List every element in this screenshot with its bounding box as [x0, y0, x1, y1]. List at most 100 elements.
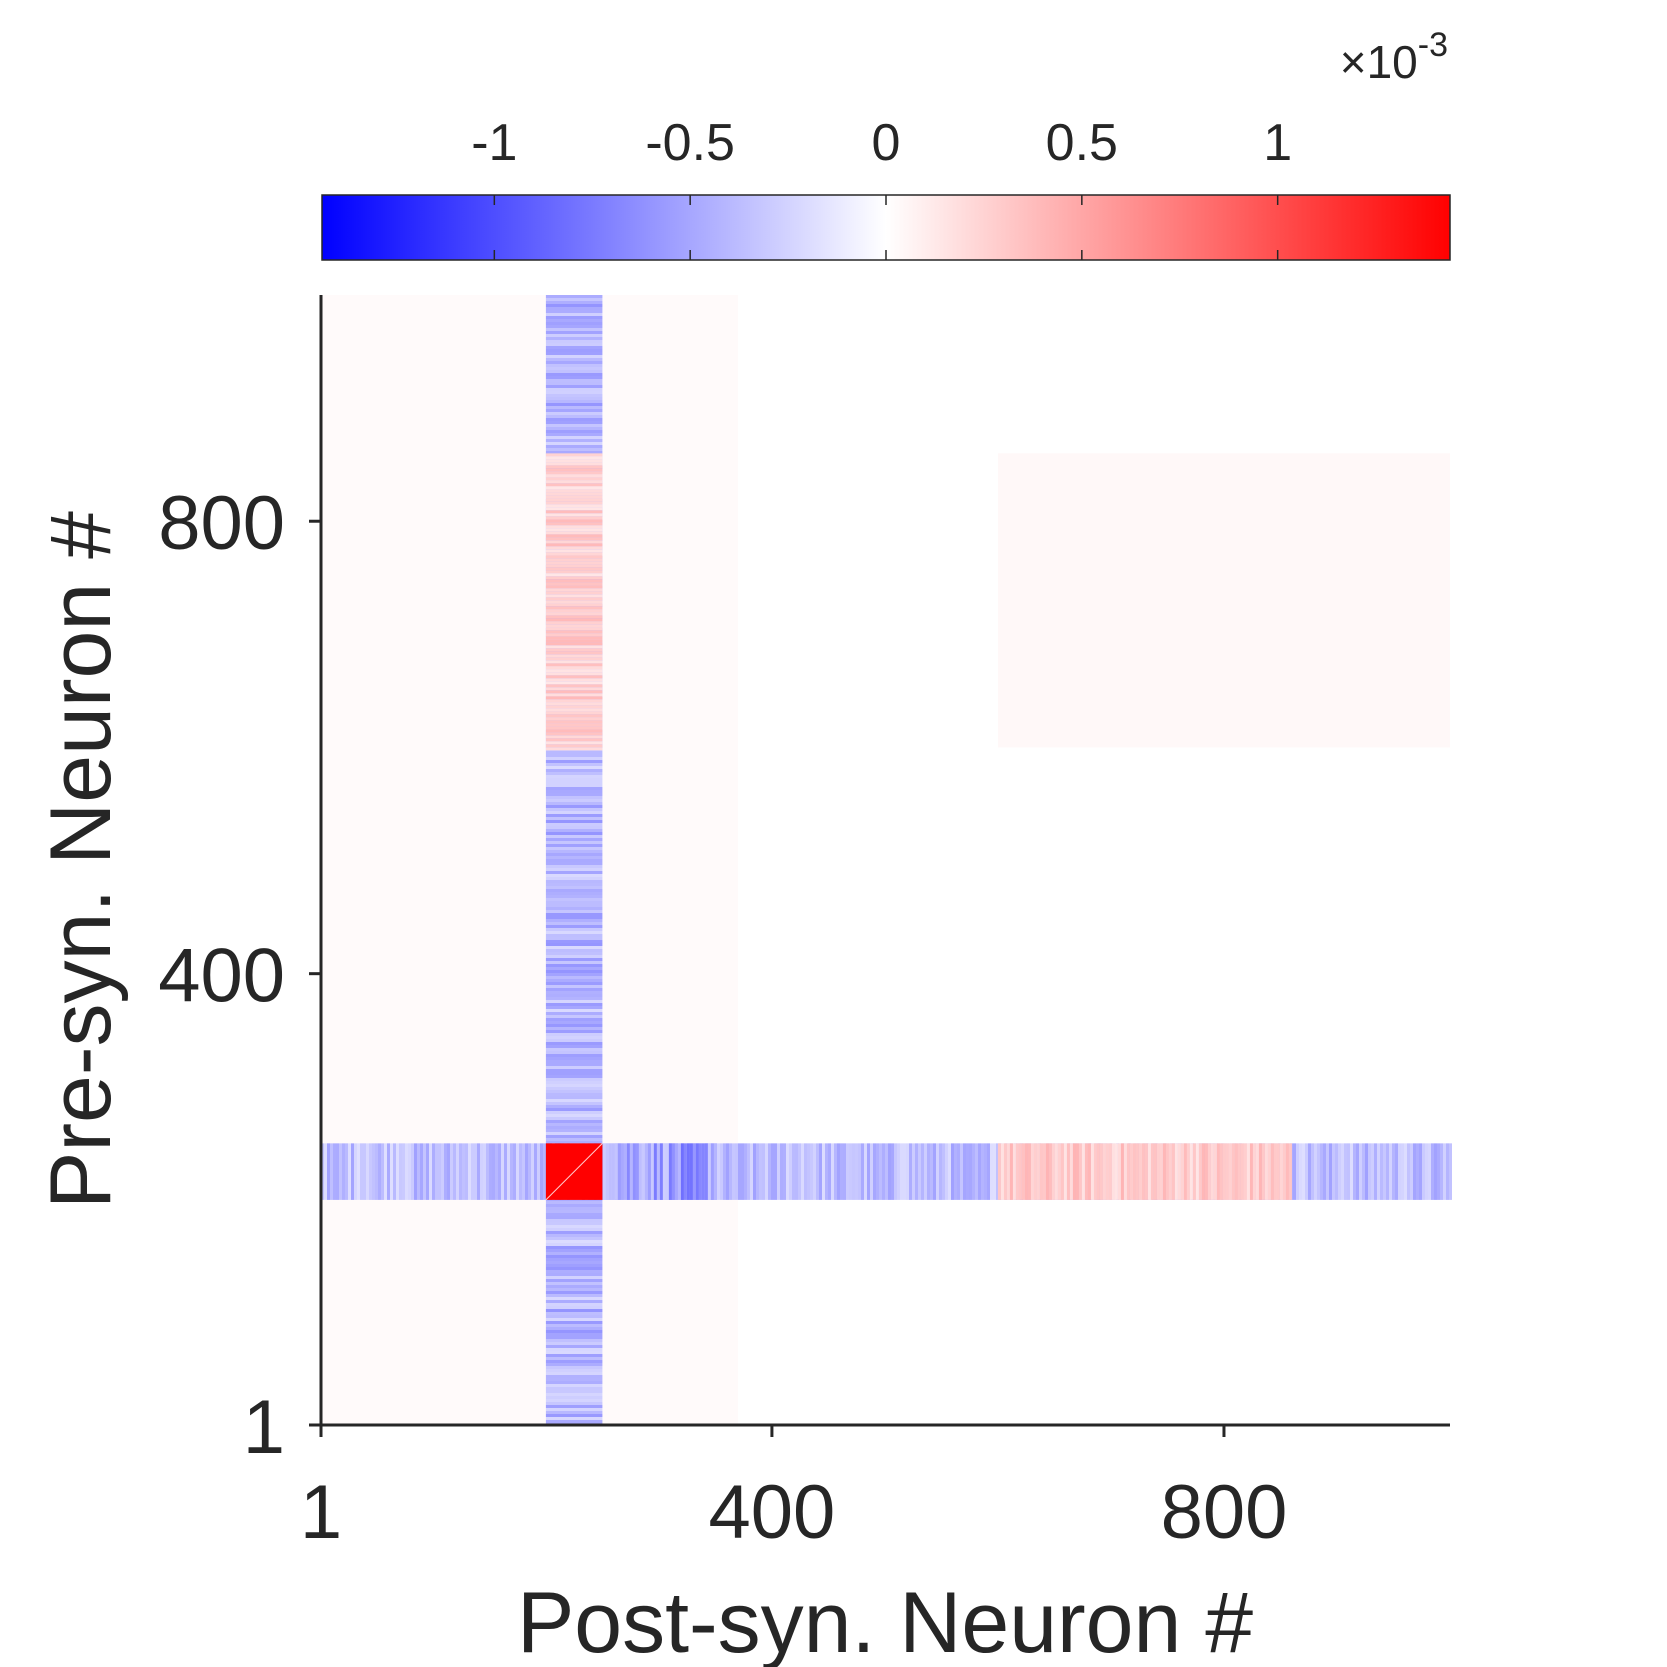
heatmap-stripe	[792, 1143, 795, 1200]
heatmap-stripe	[1123, 1143, 1127, 1200]
heatmap-stripe	[545, 732, 603, 736]
heatmap-stripe	[1108, 1143, 1112, 1200]
heatmap-stripe	[762, 1143, 765, 1200]
heatmap-stripe	[545, 400, 603, 403]
heatmap-stripe	[1338, 1143, 1341, 1200]
heatmap-stripe	[545, 958, 603, 961]
heatmap-stripe	[324, 1143, 327, 1200]
heatmap-stripe	[411, 1143, 414, 1200]
heatmap-stripe	[545, 418, 603, 421]
heatmap-stripe	[906, 1143, 909, 1200]
heatmap-stripe	[545, 859, 603, 862]
heatmap-stripe	[528, 1143, 531, 1200]
y-tick-label: 400	[158, 934, 285, 1019]
heatmap-stripe	[378, 1143, 381, 1200]
heatmap-stripe	[545, 1081, 603, 1084]
heatmap-stripe	[864, 1143, 867, 1200]
heatmap-diagonal	[545, 1142, 603, 1201]
heatmap-stripe	[545, 633, 603, 637]
heatmap-stripe	[545, 1282, 603, 1285]
heatmap-stripe	[545, 811, 603, 814]
heatmap-stripe	[993, 1143, 996, 1200]
heatmap-stripe	[545, 1138, 603, 1141]
heatmap-stripe	[1237, 1143, 1241, 1200]
heatmap-stripe	[495, 1143, 498, 1200]
heatmap-stripe	[545, 421, 603, 424]
heatmap-stripe	[545, 714, 603, 718]
heatmap-stripe	[545, 1132, 603, 1135]
heatmap-stripe	[545, 603, 603, 607]
heatmap-stripe	[879, 1143, 882, 1200]
heatmap-stripe	[545, 865, 603, 868]
x-axis-ticks	[319, 1425, 1226, 1437]
heatmap-stripe	[644, 1143, 648, 1200]
heatmap-stripe	[1219, 1143, 1223, 1200]
heatmap-stripe	[545, 645, 603, 649]
heatmap-stripe	[882, 1143, 885, 1200]
heatmap-stripe	[423, 1143, 426, 1200]
heatmap-stripe	[545, 1324, 603, 1327]
heatmap-stripe	[545, 1099, 603, 1102]
heatmap-stripe	[545, 973, 603, 976]
heatmap-stripe	[545, 1417, 603, 1420]
heatmap-stripe	[545, 1039, 603, 1042]
heatmap-stripe	[638, 1143, 642, 1200]
heatmap-stripe	[1180, 1143, 1184, 1200]
heatmap-stripe	[504, 1143, 507, 1200]
heatmap-stripe	[659, 1143, 663, 1200]
heatmap-stripe	[545, 1246, 603, 1249]
heatmap-stripe	[545, 654, 603, 658]
heatmap-stripe	[545, 946, 603, 949]
heatmap-stripe	[1401, 1143, 1404, 1200]
heatmap-stripe	[545, 621, 603, 625]
heatmap-stripe	[1347, 1143, 1350, 1200]
heatmap-stripe	[545, 1027, 603, 1030]
heatmap-stripe	[545, 436, 603, 439]
heatmap-stripe	[545, 886, 603, 889]
heatmap-stripe	[545, 471, 603, 475]
heatmap-stripe	[545, 1390, 603, 1393]
heatmap-stripe	[545, 310, 603, 313]
heatmap-stripe	[545, 1024, 603, 1027]
heatmap-stripe	[545, 537, 603, 541]
heatmap-stripe	[545, 504, 603, 508]
x-tick-label: 800	[1161, 1470, 1288, 1555]
heatmap-stripe	[545, 328, 603, 331]
heatmap-stripe	[480, 1143, 483, 1200]
heatmap-stripe	[545, 1309, 603, 1312]
heatmap-stripe	[900, 1143, 903, 1200]
heatmap-stripe	[477, 1143, 480, 1200]
heatmap-stripe	[972, 1143, 975, 1200]
heatmap-stripe	[1177, 1143, 1181, 1200]
heatmap-stripe	[545, 1222, 603, 1225]
heatmap-stripe	[462, 1143, 465, 1200]
heatmap-stripe	[450, 1143, 453, 1200]
heatmap-stripe	[545, 1384, 603, 1387]
heatmap-stripe	[545, 1258, 603, 1261]
heatmap-stripe	[348, 1143, 351, 1200]
heatmap-stripe	[753, 1143, 756, 1200]
heatmap-stripe	[1368, 1143, 1371, 1200]
heatmap-stripe	[620, 1143, 624, 1200]
heatmap-stripe	[545, 394, 603, 397]
heatmap-stripe	[1258, 1143, 1262, 1200]
colorbar-tick-label: 0.5	[1046, 114, 1118, 172]
heatmap-stripe	[545, 1009, 603, 1012]
x-axis-tick-labels: 1 400 800	[300, 1470, 1288, 1555]
heatmap-stripe	[1183, 1143, 1187, 1200]
heatmap-stripe	[545, 1042, 603, 1045]
heatmap-stripe	[605, 1143, 609, 1200]
x-tick-label: 400	[709, 1470, 836, 1555]
heatmap-stripe	[545, 826, 603, 829]
heatmap-stripe	[545, 355, 603, 358]
heatmap-stripe	[545, 430, 603, 433]
heatmap-stripe	[545, 994, 603, 997]
heatmap-stripe	[545, 711, 603, 715]
heatmap-stripe	[945, 1143, 948, 1200]
heatmap-stripe	[942, 1143, 945, 1200]
heatmap-stripe	[545, 781, 603, 784]
heatmap-column	[545, 453, 603, 751]
heatmap-stripe	[545, 928, 603, 931]
heatmap-stripe	[545, 1255, 603, 1258]
colorbar-tick-label: 0	[872, 114, 901, 172]
